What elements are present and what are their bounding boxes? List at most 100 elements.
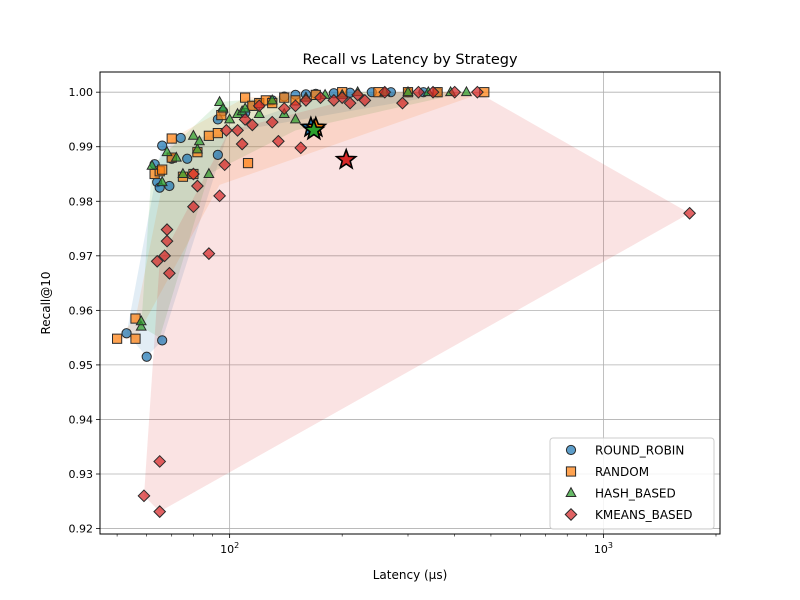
point-round-robin <box>212 149 223 161</box>
legend-marker-hash-based <box>565 486 577 497</box>
point-round-robin <box>121 328 132 339</box>
point-random <box>157 164 168 175</box>
point-hash-based <box>193 134 206 146</box>
x-axis-label: Latency (μs) <box>373 568 448 582</box>
point-random <box>242 157 254 169</box>
legend-label-hash-based: HASH_BASED <box>595 487 676 501</box>
point-kmeans-based <box>314 91 327 105</box>
point-hash-based <box>223 113 236 124</box>
point-kmeans-based <box>289 99 302 113</box>
point-round-robin <box>182 153 193 164</box>
point-hash-based <box>177 167 189 178</box>
point-hash-based <box>146 159 158 170</box>
chart-title: Recall vs Latency by Strategy <box>302 52 517 68</box>
y-tick-label: 0.93 <box>69 468 94 481</box>
y-tick-label: 0.99 <box>69 141 94 154</box>
y-tick-label: 0.97 <box>69 250 94 263</box>
point-round-robin <box>175 132 186 144</box>
point-kmeans-based <box>343 96 357 110</box>
y-tick-label: 0.92 <box>69 523 94 536</box>
point-kmeans-based <box>150 254 164 268</box>
point-kmeans-based <box>396 96 409 110</box>
point-kmeans-based <box>158 249 172 263</box>
point-kmeans-based <box>160 234 174 248</box>
point-random <box>279 92 290 103</box>
point-kmeans-based <box>153 454 167 468</box>
y-tick-label: 0.96 <box>69 304 94 317</box>
point-kmeans-based <box>335 91 349 105</box>
point-hash-based <box>217 102 229 113</box>
point-hash-based <box>402 85 414 97</box>
point-kmeans-based <box>294 141 308 155</box>
point-kmeans-based <box>277 102 291 116</box>
legend-marker-random <box>565 466 577 477</box>
legend-marker-round-robin <box>565 444 577 456</box>
point-hash-based <box>161 145 173 157</box>
point-round-robin <box>157 140 168 151</box>
y-axis-label: Recall@10 <box>39 271 53 334</box>
point-kmeans-based <box>448 85 462 99</box>
point-kmeans-based <box>218 158 232 172</box>
point-kmeans-based <box>426 85 440 99</box>
point-kmeans-based <box>378 85 392 99</box>
legend-label-kmeans-based: KMEANS_BASED <box>595 508 693 522</box>
point-hash-based <box>187 129 200 140</box>
point-hash-based <box>289 113 302 124</box>
point-hash-based <box>253 107 265 118</box>
point-kmeans-based <box>238 112 252 126</box>
y-tick-label: 0.95 <box>69 359 94 372</box>
mean-star-hash-based <box>302 118 326 141</box>
point-kmeans-based <box>186 200 200 214</box>
y-tick-label: 0.94 <box>69 413 94 426</box>
hull-round_robin <box>126 92 442 357</box>
point-hash-based <box>135 314 147 326</box>
mean-markers <box>299 115 358 170</box>
point-kmeans-based <box>299 93 313 107</box>
point-kmeans-based <box>137 489 151 503</box>
legend-label-random: RANDOM <box>595 465 649 479</box>
point-hash-based <box>239 102 251 113</box>
legend-marker-kmeans-based <box>564 508 578 521</box>
y-tick-label: 0.98 <box>69 195 94 208</box>
point-hash-based <box>213 95 226 106</box>
hull-random <box>117 92 485 339</box>
point-kmeans-based <box>245 118 259 132</box>
point-kmeans-based <box>219 123 233 137</box>
point-random <box>166 133 177 144</box>
point-kmeans-based <box>190 179 204 193</box>
hull-kmeans_based <box>144 92 690 512</box>
point-kmeans-based <box>470 85 484 99</box>
legend-label-round-robin: ROUND_ROBIN <box>595 444 684 458</box>
point-random <box>112 333 123 344</box>
point-kmeans-based <box>271 134 285 148</box>
legend-box <box>549 437 715 530</box>
legend: ROUND_ROBIN RANDOM HASH_BASED KMEANS_BASED <box>549 437 715 530</box>
point-kmeans-based <box>358 93 372 107</box>
point-kmeans-based <box>153 505 167 519</box>
point-hash-based <box>266 94 278 105</box>
point-kmeans-based <box>235 137 249 151</box>
point-hash-based <box>156 175 168 187</box>
point-round-robin <box>157 335 168 346</box>
point-kmeans-based <box>160 223 174 237</box>
point-kmeans-based <box>213 189 227 203</box>
point-kmeans-based <box>683 206 697 220</box>
point-hash-based <box>203 167 215 178</box>
point-random <box>212 127 223 139</box>
point-kmeans-based <box>162 266 176 280</box>
point-random <box>203 130 214 141</box>
point-kmeans-based <box>231 123 245 137</box>
point-kmeans-based <box>265 115 279 129</box>
plot-frame <box>99 71 721 535</box>
point-kmeans-based <box>202 247 216 261</box>
point-kmeans-based <box>351 88 365 102</box>
point-kmeans-based <box>252 99 266 113</box>
point-hash-based <box>170 151 182 162</box>
point-hash-based <box>191 143 204 154</box>
mean-star-kmeans-based <box>334 147 358 170</box>
point-kmeans-based <box>186 167 200 181</box>
y-tick-label: 1.00 <box>69 86 94 99</box>
point-hash-based <box>135 320 147 331</box>
point-kmeans-based <box>412 85 425 99</box>
